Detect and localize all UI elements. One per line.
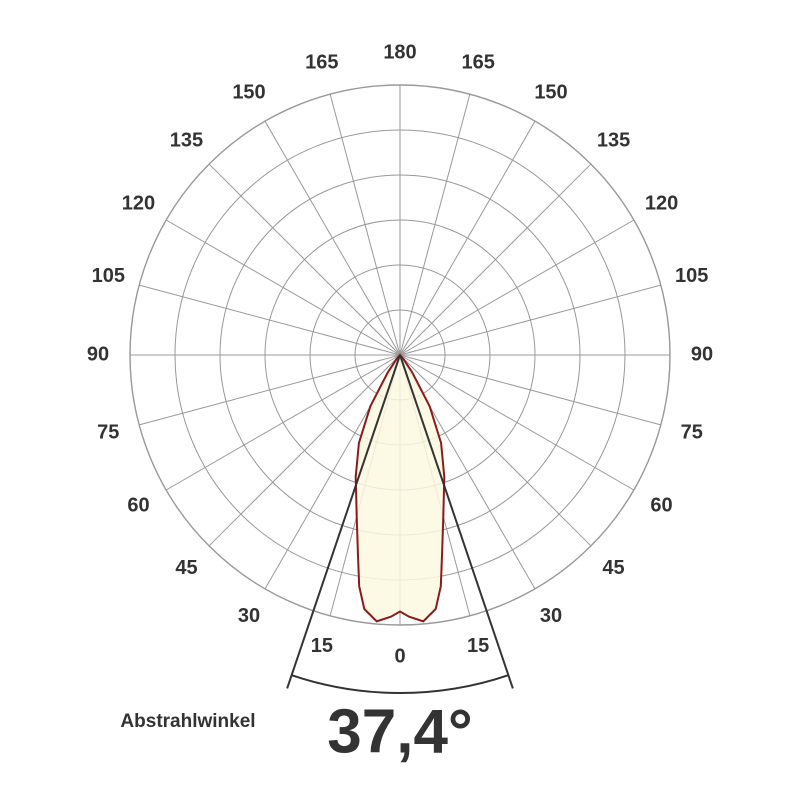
grid-line <box>399 94 471 356</box>
beam-arc <box>291 674 509 694</box>
angle-tick-label: 90 <box>87 343 109 365</box>
beam-label: Abstrahlwinkel <box>120 711 255 732</box>
grid-line <box>399 354 661 426</box>
intensity-curve <box>354 353 446 623</box>
angle-tick-label: 165 <box>461 52 494 74</box>
beam-angle-label: 37,4° <box>327 697 472 766</box>
grid-line <box>208 354 401 547</box>
angle-tick-label: 120 <box>645 192 678 214</box>
angle-tick-label: 150 <box>534 82 567 104</box>
grid-line <box>399 219 635 356</box>
angle-tick-label: 75 <box>681 421 703 443</box>
grid-line <box>139 284 401 356</box>
angle-tick-label: 60 <box>650 494 672 516</box>
angle-tick-label: 105 <box>675 265 708 287</box>
angle-tick-label: 180 <box>383 41 416 63</box>
angle-tick-label: 60 <box>127 494 149 516</box>
beam-line <box>399 354 514 689</box>
grid-line <box>399 120 536 356</box>
grid-line <box>139 354 401 426</box>
grid-line <box>165 354 401 491</box>
grid-line <box>329 94 401 356</box>
angle-tick-label: 0 <box>394 645 405 667</box>
grid-line <box>399 354 592 547</box>
angle-tick-label: 30 <box>540 605 562 627</box>
grid-line <box>165 219 401 356</box>
angle-tick-label: 90 <box>691 343 713 365</box>
angle-tick-label: 135 <box>170 130 203 152</box>
angle-tick-label: 120 <box>122 192 155 214</box>
angle-tick-label: 105 <box>92 265 125 287</box>
angle-tick-label: 135 <box>597 130 630 152</box>
angle-tick-label: 75 <box>97 421 119 443</box>
angle-tick-label: 30 <box>238 605 260 627</box>
grid-line <box>208 163 401 356</box>
grid-line <box>399 354 635 491</box>
angle-tick-label: 15 <box>311 635 333 657</box>
angle-tick-label: 150 <box>232 82 265 104</box>
angle-tick-label: 45 <box>602 557 624 579</box>
angle-tick-label: 45 <box>175 557 197 579</box>
angle-tick-label: 15 <box>467 635 489 657</box>
grid-line <box>399 284 661 356</box>
beam-line <box>286 354 401 689</box>
grid-line <box>264 120 401 356</box>
angle-tick-label: 165 <box>305 52 338 74</box>
grid-line <box>399 163 592 356</box>
